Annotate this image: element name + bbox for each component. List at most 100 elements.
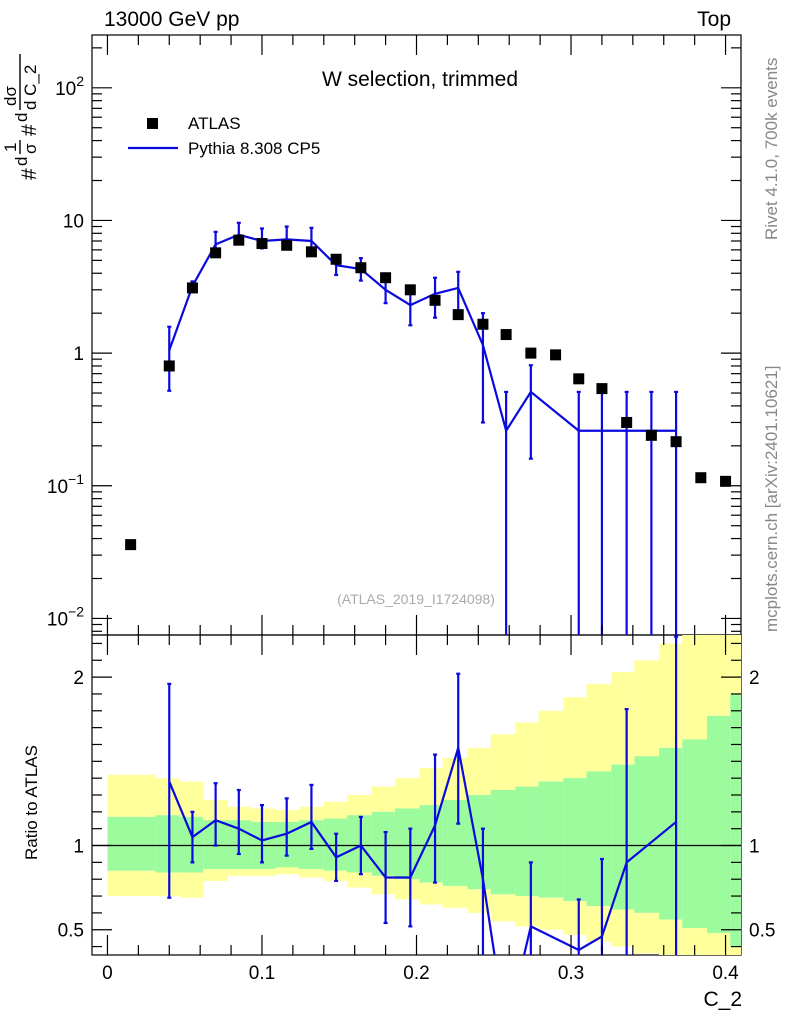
ratio-band-yellow-upper: [346, 795, 372, 816]
ylabel-dsigma: dσ: [1, 86, 20, 106]
atlas-data-point: [477, 318, 489, 330]
ratio-band-yellow-upper: [538, 710, 564, 782]
ratio-band-yellow-lower: [180, 872, 204, 898]
atlas-data-point: [550, 349, 562, 361]
atlas-data-point: [525, 347, 537, 359]
ratio-band-yellow-upper: [180, 781, 204, 817]
atlas-data-point: [596, 383, 608, 395]
ratio-band-yellow-lower: [299, 869, 324, 878]
ylabel-dc2: d C_2: [21, 65, 40, 110]
x-tick-label: 0.3: [558, 963, 584, 984]
ratio-band-green: [563, 778, 587, 902]
ratio-band-green: [611, 764, 635, 910]
x-tick-label: 0.2: [403, 963, 429, 984]
ratio-band-green: [682, 739, 708, 929]
ratio-band-yellow-upper: [611, 672, 635, 765]
ratio-band-yellow-lower: [659, 919, 683, 955]
atlas-data-point: [695, 472, 707, 484]
ratio-band-yellow-upper: [586, 683, 612, 772]
atlas-data-point: [429, 294, 441, 306]
ratio-y-tick-label-right: 2: [749, 668, 760, 689]
main-y-tick-label: 10−1: [47, 471, 84, 498]
ratio-y-tick-label: 1: [73, 837, 84, 858]
main-y-tick-label: 10: [63, 211, 84, 232]
ratio-band-green: [515, 786, 539, 897]
atlas-data-point: [281, 239, 293, 251]
ratio-band-green: [730, 693, 741, 947]
ratio-band-green: [346, 815, 372, 873]
ratio-band-green: [634, 756, 660, 913]
ylabel-d-2: d: [12, 113, 31, 122]
legend-atlas-label: ATLAS: [188, 114, 241, 133]
main-y-tick-label: 10−2: [47, 603, 84, 630]
header-analysis-label: Top: [697, 8, 731, 31]
ratio-band-yellow-lower: [490, 894, 516, 922]
ratio-band-green: [155, 815, 181, 873]
ratio-band-yellow-lower: [442, 885, 468, 908]
analysis-watermark: (ATLAS_2019_I1724098): [337, 591, 495, 607]
ratio-band-yellow-upper: [323, 801, 347, 819]
ratio-band-yellow-lower: [155, 872, 181, 897]
x-axis-label: C_2: [703, 988, 742, 1011]
atlas-data-point: [404, 284, 416, 296]
ratio-band-yellow-upper: [371, 786, 395, 812]
ratio-band-yellow-lower: [586, 906, 612, 942]
ratio-band-green: [107, 816, 156, 871]
atlas-data-point: [452, 309, 464, 321]
x-tick-label: 0.4: [712, 963, 739, 984]
ratio-y-tick-label: 0.5: [58, 921, 84, 942]
ratio-band-yellow-upper: [707, 635, 731, 716]
atlas-data-point: [163, 360, 175, 372]
ratio-band-green: [538, 781, 564, 898]
chart-title: W selection, trimmed: [322, 68, 518, 91]
ratio-band-yellow-upper: [394, 778, 420, 809]
x-tick-label: 0.1: [249, 963, 275, 984]
ratio-band-yellow-upper: [515, 722, 539, 787]
ratio-band-yellow-lower: [707, 933, 731, 955]
ratio-band-yellow-lower: [611, 909, 635, 947]
ratio-band-yellow-lower: [419, 882, 443, 905]
ratio-band-yellow-lower: [515, 896, 539, 927]
ratio-y-tick-label-right: 0.5: [749, 921, 775, 942]
ylabel-d-num: d: [12, 157, 31, 166]
atlas-data-point: [380, 272, 392, 284]
ratio-band-yellow-upper: [563, 697, 587, 779]
ratio-band-yellow-lower: [634, 912, 660, 954]
x-tick-label: 0: [102, 963, 113, 984]
ratio-band-green: [442, 800, 468, 886]
atlas-data-point: [256, 238, 268, 250]
atlas-data-point: [670, 436, 682, 448]
atlas-data-point: [573, 373, 585, 385]
ratio-band-yellow-lower: [371, 875, 395, 895]
ratio-band-yellow-upper: [490, 734, 516, 790]
ratio-y-tick-label-right: 1: [749, 837, 760, 858]
ratio-band-yellow-lower: [730, 946, 741, 955]
legend-pythia-label: Pythia 8.308 CP5: [188, 139, 320, 158]
ratio-band-yellow-upper: [682, 635, 708, 740]
ratio-band-green: [371, 811, 395, 876]
atlas-data-point: [305, 246, 317, 258]
main-y-axis-label: # d 1 σ # d dσ d C_2: [1, 54, 41, 180]
atlas-data-point: [330, 253, 342, 265]
ratio-band-green: [394, 808, 420, 880]
ratio-band-yellow-lower: [227, 869, 252, 876]
main-y-tick-label: 1: [73, 344, 84, 365]
atlas-data-point: [720, 475, 732, 487]
ratio-band-yellow-upper: [419, 768, 443, 806]
ylabel-hash-2: #: [18, 124, 41, 136]
ratio-band-green: [419, 805, 443, 883]
ylabel-sigma: σ: [21, 143, 40, 154]
ratio-band-yellow-lower: [563, 901, 587, 935]
ylabel-hash-1: #: [18, 168, 41, 180]
legend-atlas-marker: [147, 118, 158, 129]
ratio-band-green: [586, 771, 612, 907]
atlas-data-point: [645, 429, 657, 441]
ratio-band-yellow-lower: [346, 872, 372, 888]
atlas-data-point: [233, 234, 245, 246]
ratio-y-tick-label: 2: [73, 668, 84, 689]
ratio-band-yellow-upper: [107, 774, 156, 817]
ratio-band-yellow-upper: [659, 643, 683, 748]
pythia-line: [168, 233, 677, 434]
ratio-band-yellow-lower: [203, 869, 228, 881]
ratio-band-green: [467, 795, 491, 890]
